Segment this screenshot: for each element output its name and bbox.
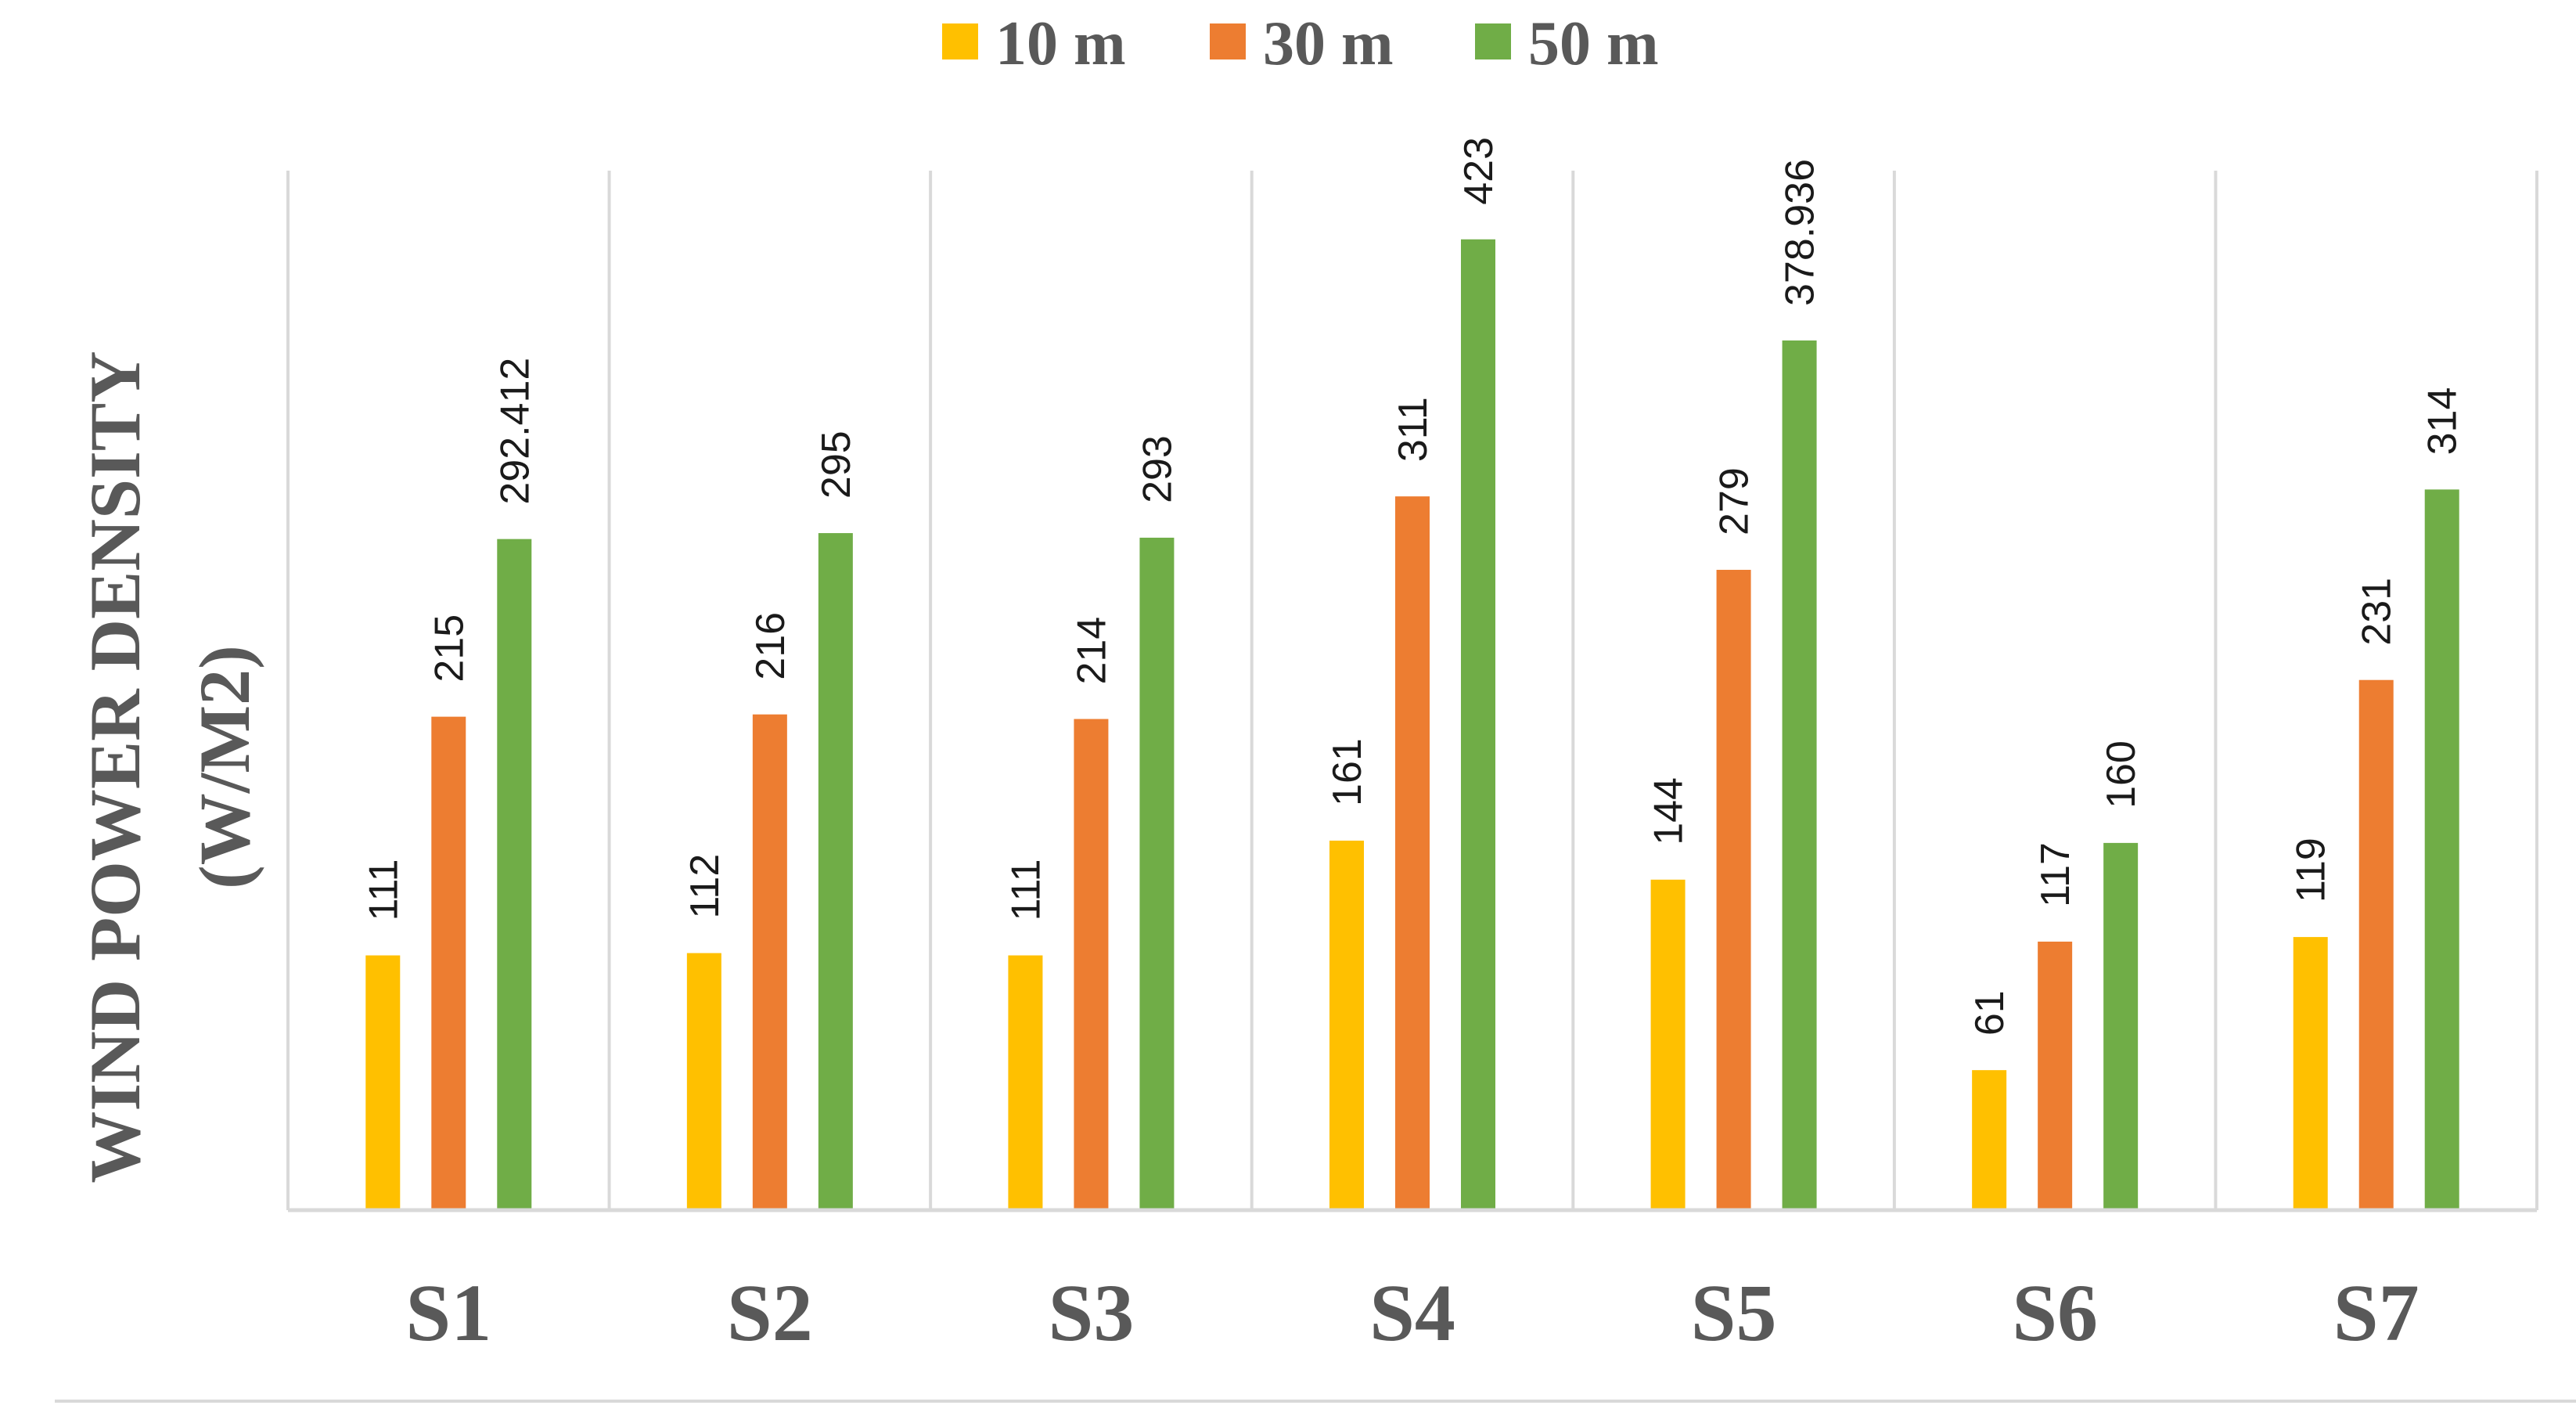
data-label-30-m-s4: 311 xyxy=(1391,397,1436,462)
y-axis-label-line-2: (W/M2) xyxy=(185,645,264,889)
data-label-50-m-s4: 423 xyxy=(1456,137,1502,205)
bar-30-m-s1 xyxy=(431,716,466,1210)
bar-10-m-s2 xyxy=(686,953,721,1210)
bar-10-m-s6 xyxy=(1972,1070,2007,1210)
bar-30-m-s7 xyxy=(2358,679,2394,1210)
data-labels: 111 215 292.412 112 216 295 111 214 293 161 311 423… xyxy=(361,137,2465,1036)
legend-label-30-m: 30 m xyxy=(1263,9,1394,78)
category-label-s4: S4 xyxy=(1369,1268,1455,1358)
data-label-30-m-s7: 231 xyxy=(2355,578,2400,646)
x-axis xyxy=(55,1208,2576,1403)
data-label-50-m-s3: 293 xyxy=(1135,435,1180,503)
bars xyxy=(365,239,2459,1210)
data-label-50-m-s6: 160 xyxy=(2099,740,2144,809)
bar-50-m-s7 xyxy=(2424,489,2459,1210)
data-label-10-m-s4: 161 xyxy=(1325,738,1370,806)
category-label-s7: S7 xyxy=(2333,1268,2419,1358)
bar-50-m-s3 xyxy=(1139,537,1175,1210)
legend: 10 m 30 m 50 m xyxy=(942,9,1659,78)
category-label-s6: S6 xyxy=(2012,1268,2098,1358)
bar-50-m-s2 xyxy=(818,533,853,1210)
y-axis-label: WIND POWER DENSITY (W/M2) xyxy=(75,351,264,1183)
category-label-s1: S1 xyxy=(405,1268,491,1358)
data-label-30-m-s2: 216 xyxy=(748,612,793,680)
bar-30-m-s6 xyxy=(2038,941,2073,1210)
bar-10-m-s5 xyxy=(1650,879,1686,1210)
category-label-s5: S5 xyxy=(1691,1268,1777,1358)
data-label-10-m-s1: 111 xyxy=(361,859,406,921)
data-label-50-m-s5: 378.936 xyxy=(1778,159,1823,306)
bar-30-m-s5 xyxy=(1716,569,1751,1210)
data-label-50-m-s1: 292.412 xyxy=(492,358,538,505)
category-label-s2: S2 xyxy=(727,1268,813,1358)
legend-swatch-50-m xyxy=(1475,23,1511,59)
data-label-10-m-s6: 61 xyxy=(1967,990,2013,1036)
bar-10-m-s4 xyxy=(1329,840,1364,1210)
bar-30-m-s3 xyxy=(1074,719,1109,1210)
bar-50-m-s6 xyxy=(2103,842,2139,1210)
data-label-10-m-s3: 111 xyxy=(1003,859,1049,921)
legend-swatch-30-m xyxy=(1210,23,1246,59)
category-label-s3: S3 xyxy=(1049,1268,1135,1358)
data-label-30-m-s3: 214 xyxy=(1069,617,1114,685)
legend-label-50-m: 50 m xyxy=(1528,9,1659,78)
bar-30-m-s4 xyxy=(1395,496,1430,1210)
bar-50-m-s5 xyxy=(1782,340,1817,1210)
data-label-10-m-s7: 119 xyxy=(2289,838,2334,903)
data-label-30-m-s5: 279 xyxy=(1712,467,1758,535)
legend-label-10-m: 10 m xyxy=(995,9,1126,78)
bar-50-m-s4 xyxy=(1461,239,1495,1210)
data-label-30-m-s6: 117 xyxy=(2033,842,2078,907)
data-label-30-m-s1: 215 xyxy=(426,614,472,683)
legend-swatch-10-m xyxy=(942,23,978,59)
bar-10-m-s3 xyxy=(1008,955,1043,1210)
bar-10-m-s7 xyxy=(2293,937,2328,1210)
bar-50-m-s1 xyxy=(497,539,532,1210)
data-label-50-m-s2: 295 xyxy=(814,431,859,499)
data-label-10-m-s2: 112 xyxy=(682,854,728,919)
y-axis-label-line-1: WIND POWER DENSITY xyxy=(75,351,155,1183)
bar-10-m-s1 xyxy=(365,955,401,1210)
data-label-50-m-s7: 314 xyxy=(2420,387,2466,456)
category-labels: S1 S2 S3 S4 S5 S6 S7 xyxy=(405,1268,2419,1358)
data-label-10-m-s5: 144 xyxy=(1646,777,1692,845)
category-gridlines xyxy=(286,171,2538,1210)
bar-30-m-s2 xyxy=(752,714,787,1210)
